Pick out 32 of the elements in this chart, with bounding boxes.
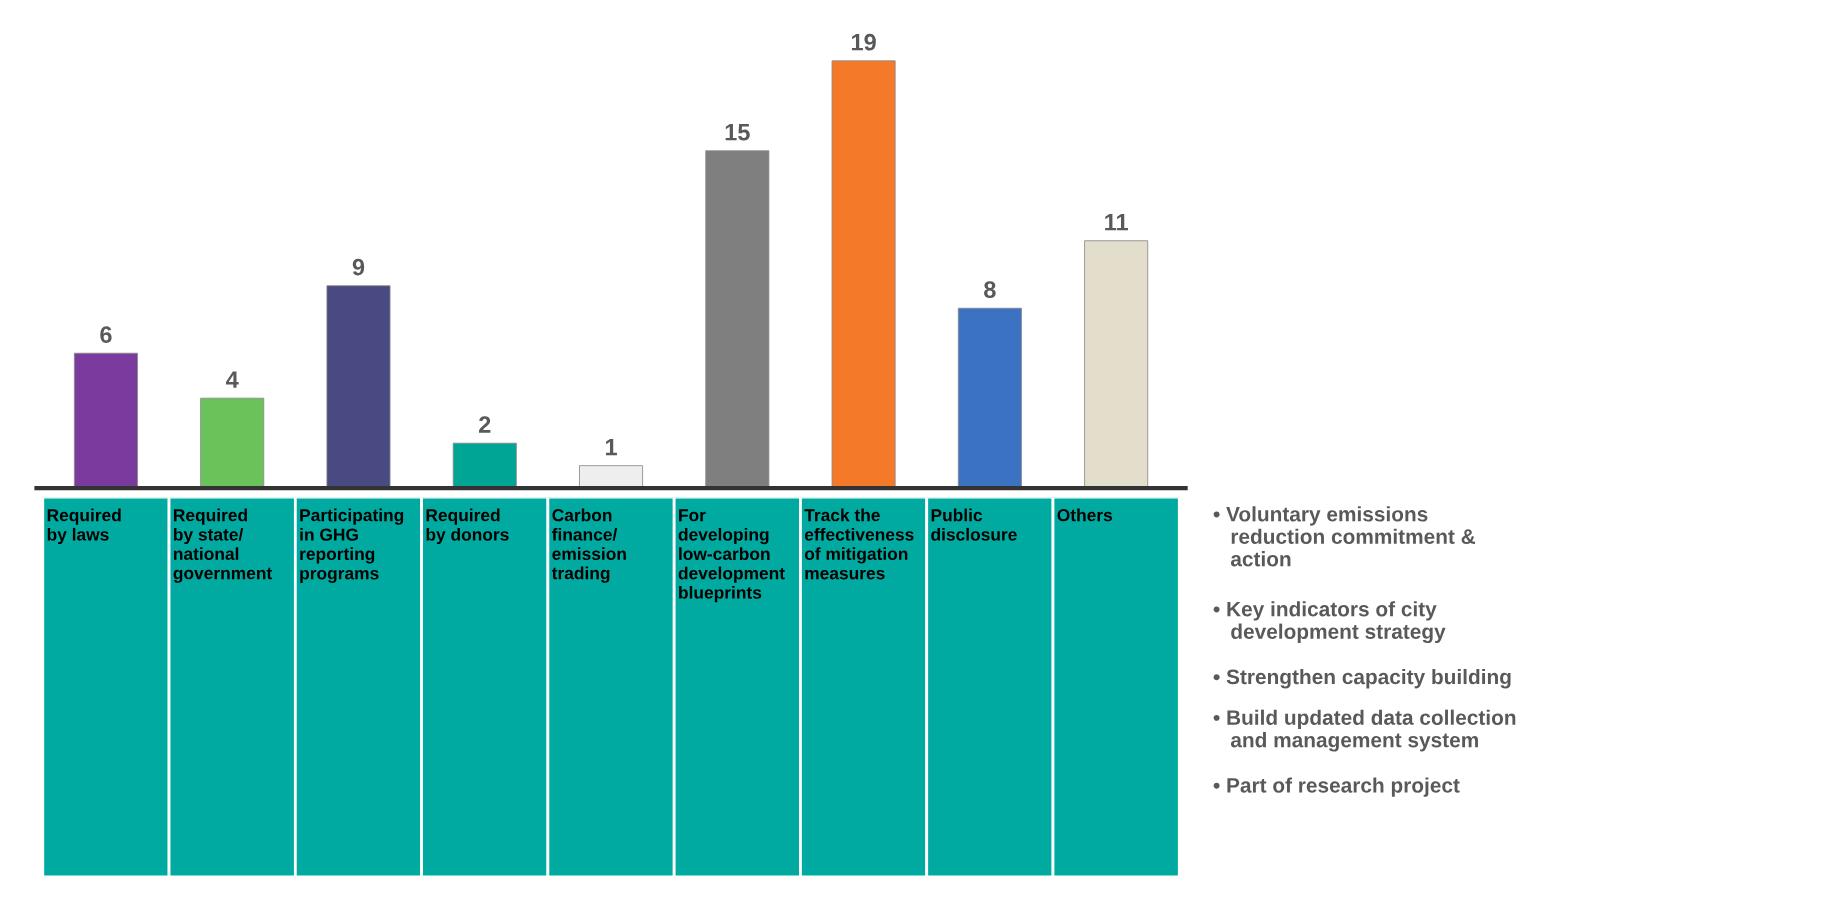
- text: • Strengthen capacity building: [1213, 668, 1511, 689]
- bar: [705, 150, 770, 489]
- x-tick-label: For developing low-carbon development blueprints: [678, 509, 785, 603]
- data-label: 1: [605, 438, 617, 456]
- x-tick-label: Carbon finance/ emission trading: [551, 508, 626, 583]
- x-tick-label: Required by laws: [47, 508, 121, 545]
- data-label: 9: [352, 258, 365, 276]
- text: • Voluntary emissions reduction commitment & action: [1213, 506, 1476, 567]
- data-label: 4: [226, 371, 239, 388]
- x-tick-label: Required by state/ national government: [173, 508, 273, 583]
- x-tick-label: Others: [1057, 508, 1113, 522]
- bar: [73, 352, 138, 489]
- text: • Build updated data collection and management system: [1213, 709, 1516, 752]
- data-label: 19: [851, 33, 876, 51]
- bar: [1084, 240, 1149, 489]
- text: • Key indicators of city development strategy: [1213, 601, 1446, 644]
- bar: [957, 307, 1022, 489]
- bar: [831, 60, 896, 489]
- bar: [579, 465, 644, 489]
- text: • Part of research project: [1213, 777, 1460, 797]
- data-label: 8: [984, 281, 996, 298]
- bar: [326, 285, 391, 489]
- x-tick-label: Public disclosure: [931, 508, 1017, 541]
- x-tick-label: Track the effectiveness of mitigation measures: [804, 508, 914, 580]
- data-label: 2: [479, 416, 491, 433]
- data-label: 15: [725, 124, 750, 141]
- bar: [200, 397, 265, 489]
- x-tick-label: Participating in GHG reporting programs: [300, 508, 404, 583]
- data-label: 6: [100, 326, 112, 343]
- bar: [452, 442, 517, 489]
- x-tick-label: Required by donors: [426, 508, 509, 545]
- data-label: 11: [1105, 214, 1128, 231]
